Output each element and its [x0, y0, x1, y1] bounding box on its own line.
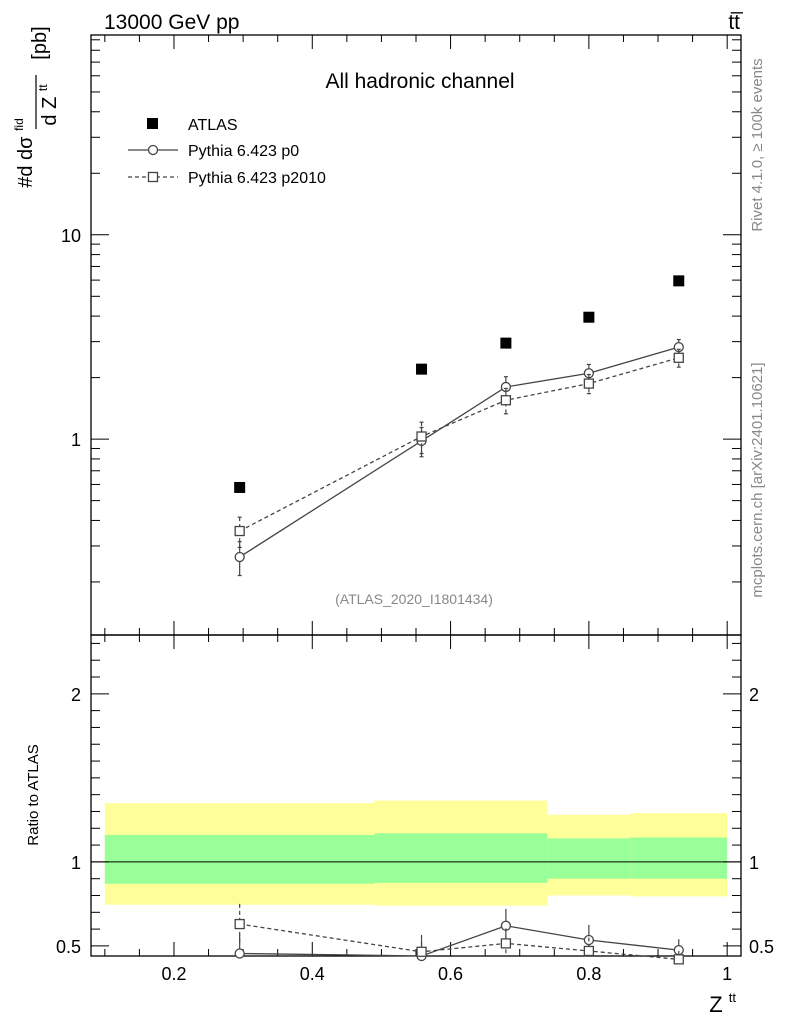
atlas-point [673, 275, 685, 287]
ratio-tick-label: 2 [71, 685, 81, 705]
y-label-unit: [pb] [29, 26, 51, 59]
y-axis-label: #d dσ fid d Z tt [pb] [12, 26, 61, 187]
series-2 [234, 348, 684, 549]
ratio-point [234, 918, 245, 930]
plot-content: 0.2 0.4 0.6 0.8 1 1 10 0.5 0.5 1 1 2 2 [56, 34, 774, 984]
atlas-point [234, 481, 246, 493]
chart-title: All hadronic channel [325, 70, 514, 93]
watermark: (ATLAS_2020_I1801434) [335, 591, 493, 607]
ratio-tick-label-right: 0.5 [749, 937, 774, 957]
header-right: tt̅ [728, 11, 744, 34]
ratio-point [416, 946, 427, 957]
x-axis-label: Z tt [709, 990, 736, 1017]
data-point [583, 378, 595, 389]
side-label-top: Rivet 4.1.0, ≥ 100k events [749, 58, 766, 231]
legend-label-atlas: ATLAS [188, 117, 238, 134]
ratio-line [239, 925, 679, 957]
header-left: 13000 GeV pp [104, 11, 239, 34]
x-tick-label: 0.4 [300, 964, 325, 984]
ratio-point [234, 948, 245, 959]
svg-text:#d dσ fid: #d dσ fid [12, 118, 37, 188]
x-label-main: Z [709, 992, 722, 1017]
y-ticks-ratio: 0.5 0.5 1 1 2 2 [56, 642, 774, 957]
legend-label-p2010: Pythia 6.423 p2010 [188, 170, 326, 187]
series-line [239, 346, 679, 558]
y-ticks-main: 1 10 [61, 39, 741, 583]
ratio-tick-label-right: 1 [749, 853, 759, 873]
ratio-point [673, 954, 684, 965]
x-label-sup: tt [729, 990, 737, 1005]
y-label-num: dσ [15, 136, 37, 160]
legend: ATLAS Pythia 6.423 p0 Pythia 6.423 p2010 [128, 117, 326, 187]
y-label-den-sup: tt [36, 84, 50, 91]
data-point [234, 551, 245, 563]
x-tick-label: 0.6 [438, 964, 463, 984]
x-tick-label: 1 [722, 964, 732, 984]
y-label-prefix: #d [15, 166, 37, 188]
data-point [416, 431, 427, 442]
y-tick-label: 1 [71, 430, 81, 450]
ratio-tick-label: 1 [71, 853, 81, 873]
band-inner-3 [630, 837, 728, 879]
x-tick-label: 0.2 [161, 964, 186, 984]
ratio-tick-label: 0.5 [56, 937, 81, 957]
band-inner-0 [104, 834, 375, 884]
band-inner-2 [547, 838, 631, 879]
legend-label-p0: Pythia 6.423 p0 [188, 143, 299, 160]
ratio-tick-label-right: 2 [749, 685, 759, 705]
svg-text:d Z tt: d Z tt [36, 84, 61, 126]
ratio-point [500, 938, 512, 949]
y-label-den: d Z [39, 97, 61, 126]
x-ticks: 0.2 0.4 0.6 0.8 1 [104, 35, 732, 984]
data-point [673, 352, 684, 363]
data-point [234, 525, 245, 537]
side-label-bottom: mcplots.cern.ch [arXiv:2401.10621] [749, 362, 766, 597]
atlas-point [416, 363, 428, 375]
ratio-bands [104, 800, 728, 906]
ratio-point [583, 945, 595, 957]
ratio-y-label: Ratio to ATLAS [25, 744, 42, 845]
series-0 [234, 275, 685, 493]
atlas-point [500, 337, 512, 349]
ratio-panel-frame [90, 634, 742, 957]
ratio-series-2 [234, 903, 684, 965]
legend-marker-p2010 [147, 171, 159, 183]
ratio-series-1 [234, 908, 684, 962]
legend-marker-p0 [147, 144, 159, 156]
legend-marker-atlas [147, 118, 158, 129]
x-tick-label: 0.8 [576, 964, 601, 984]
band-inner-1 [374, 833, 548, 883]
data-point [500, 395, 512, 406]
y-tick-label: 10 [61, 226, 81, 246]
atlas-point [583, 311, 595, 323]
series-line [239, 357, 679, 532]
series-1 [234, 338, 684, 577]
y-label-num-sup: fid [12, 118, 26, 131]
